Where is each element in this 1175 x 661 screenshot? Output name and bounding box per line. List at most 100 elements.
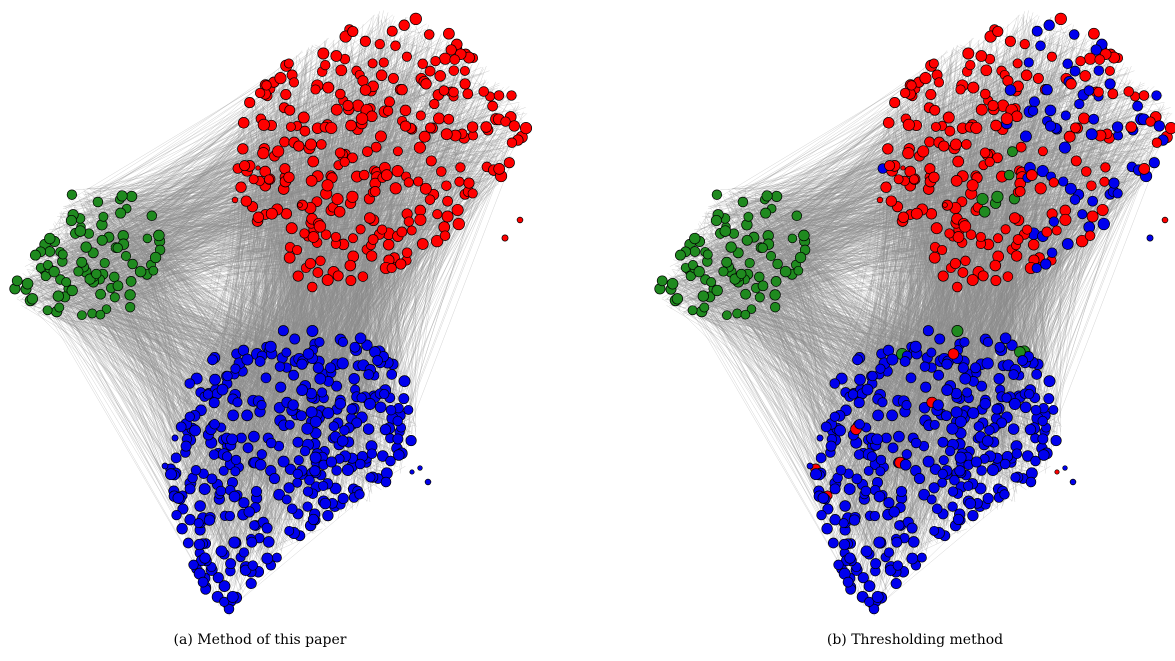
blue-node (281, 494, 292, 505)
blue-node (180, 440, 192, 452)
green-node (976, 192, 989, 206)
blue-node (839, 500, 851, 512)
green-node (153, 229, 165, 242)
blue-node (866, 451, 878, 462)
blue-node (976, 465, 987, 476)
blue-node (1104, 78, 1116, 90)
red-node (909, 174, 919, 185)
green-node (99, 257, 110, 269)
red-node (430, 55, 441, 67)
red-node (386, 263, 397, 274)
blue-node (916, 552, 927, 563)
blue-node (825, 440, 837, 452)
red-node (299, 125, 311, 137)
blue-node (260, 372, 272, 384)
blue-node (821, 523, 833, 535)
red-node (235, 181, 247, 193)
red-node (1037, 146, 1048, 157)
green-node (1007, 146, 1018, 157)
red-node (345, 275, 357, 286)
red-node (330, 231, 341, 243)
blue-node (292, 436, 304, 448)
blue-node (171, 509, 182, 521)
red-node (937, 244, 948, 256)
red-node (389, 182, 402, 195)
red-node (459, 65, 470, 76)
blue-node (296, 410, 307, 422)
green-node (120, 251, 132, 262)
red-node (1012, 234, 1024, 245)
red-node (415, 110, 426, 121)
red-node (949, 257, 961, 270)
red-node (443, 27, 455, 40)
green-node (769, 289, 781, 301)
red-node (441, 180, 452, 191)
blue-node (817, 492, 830, 504)
red-node (882, 143, 894, 155)
blue-node (292, 468, 303, 480)
blue-node (806, 462, 814, 470)
nodes (654, 12, 1175, 615)
blue-node (218, 580, 231, 592)
green-node (770, 302, 781, 313)
green-node (761, 190, 773, 202)
green-node (743, 211, 754, 222)
red-node (367, 234, 379, 245)
red-node (248, 174, 259, 185)
green-node (96, 234, 108, 246)
blue-node (922, 325, 934, 337)
blue-node (1148, 157, 1160, 169)
blue-node (228, 490, 241, 503)
red-node (1161, 216, 1169, 224)
blue-node (999, 332, 1012, 344)
blue-node (860, 545, 873, 558)
red-node (965, 59, 976, 71)
blue-node (1062, 58, 1073, 70)
blue-node (161, 462, 169, 470)
red-node (1079, 70, 1091, 82)
blue-node (409, 469, 415, 475)
red-node (1014, 186, 1026, 197)
green-node (666, 277, 679, 290)
red-node (952, 155, 965, 168)
red-node (382, 105, 394, 117)
green-node (794, 251, 807, 264)
blue-node (354, 458, 366, 470)
red-node (957, 267, 969, 278)
green-node (779, 265, 792, 278)
blue-node (1037, 433, 1049, 445)
red-node (1046, 51, 1057, 62)
blue-node (165, 468, 177, 481)
red-node (440, 128, 453, 141)
red-node (292, 270, 304, 282)
blue-node (816, 509, 827, 521)
red-node (500, 116, 511, 127)
green-node (702, 249, 713, 260)
blue-node (967, 407, 980, 420)
blue-node (941, 384, 953, 396)
blue-node (926, 347, 937, 358)
blue-node (328, 421, 339, 432)
blue-node (424, 478, 432, 486)
red-node (1088, 27, 1100, 40)
red-node (506, 90, 517, 101)
red-node (257, 118, 270, 131)
red-node (967, 81, 980, 94)
blue-node (853, 397, 865, 409)
red-node (355, 112, 369, 125)
blue-node (241, 353, 254, 366)
network-graph-a (9, 10, 533, 617)
blue-node (417, 465, 423, 471)
green-node (711, 284, 723, 297)
blue-node (275, 381, 287, 393)
red-node (332, 270, 344, 282)
green-node (697, 290, 709, 302)
red-node (1015, 141, 1027, 153)
blue-node (254, 356, 266, 367)
blue-node (207, 354, 218, 366)
blue-node (909, 340, 922, 353)
green-node (737, 196, 749, 208)
red-node (884, 160, 896, 172)
red-node (284, 104, 296, 116)
red-node (391, 165, 404, 178)
